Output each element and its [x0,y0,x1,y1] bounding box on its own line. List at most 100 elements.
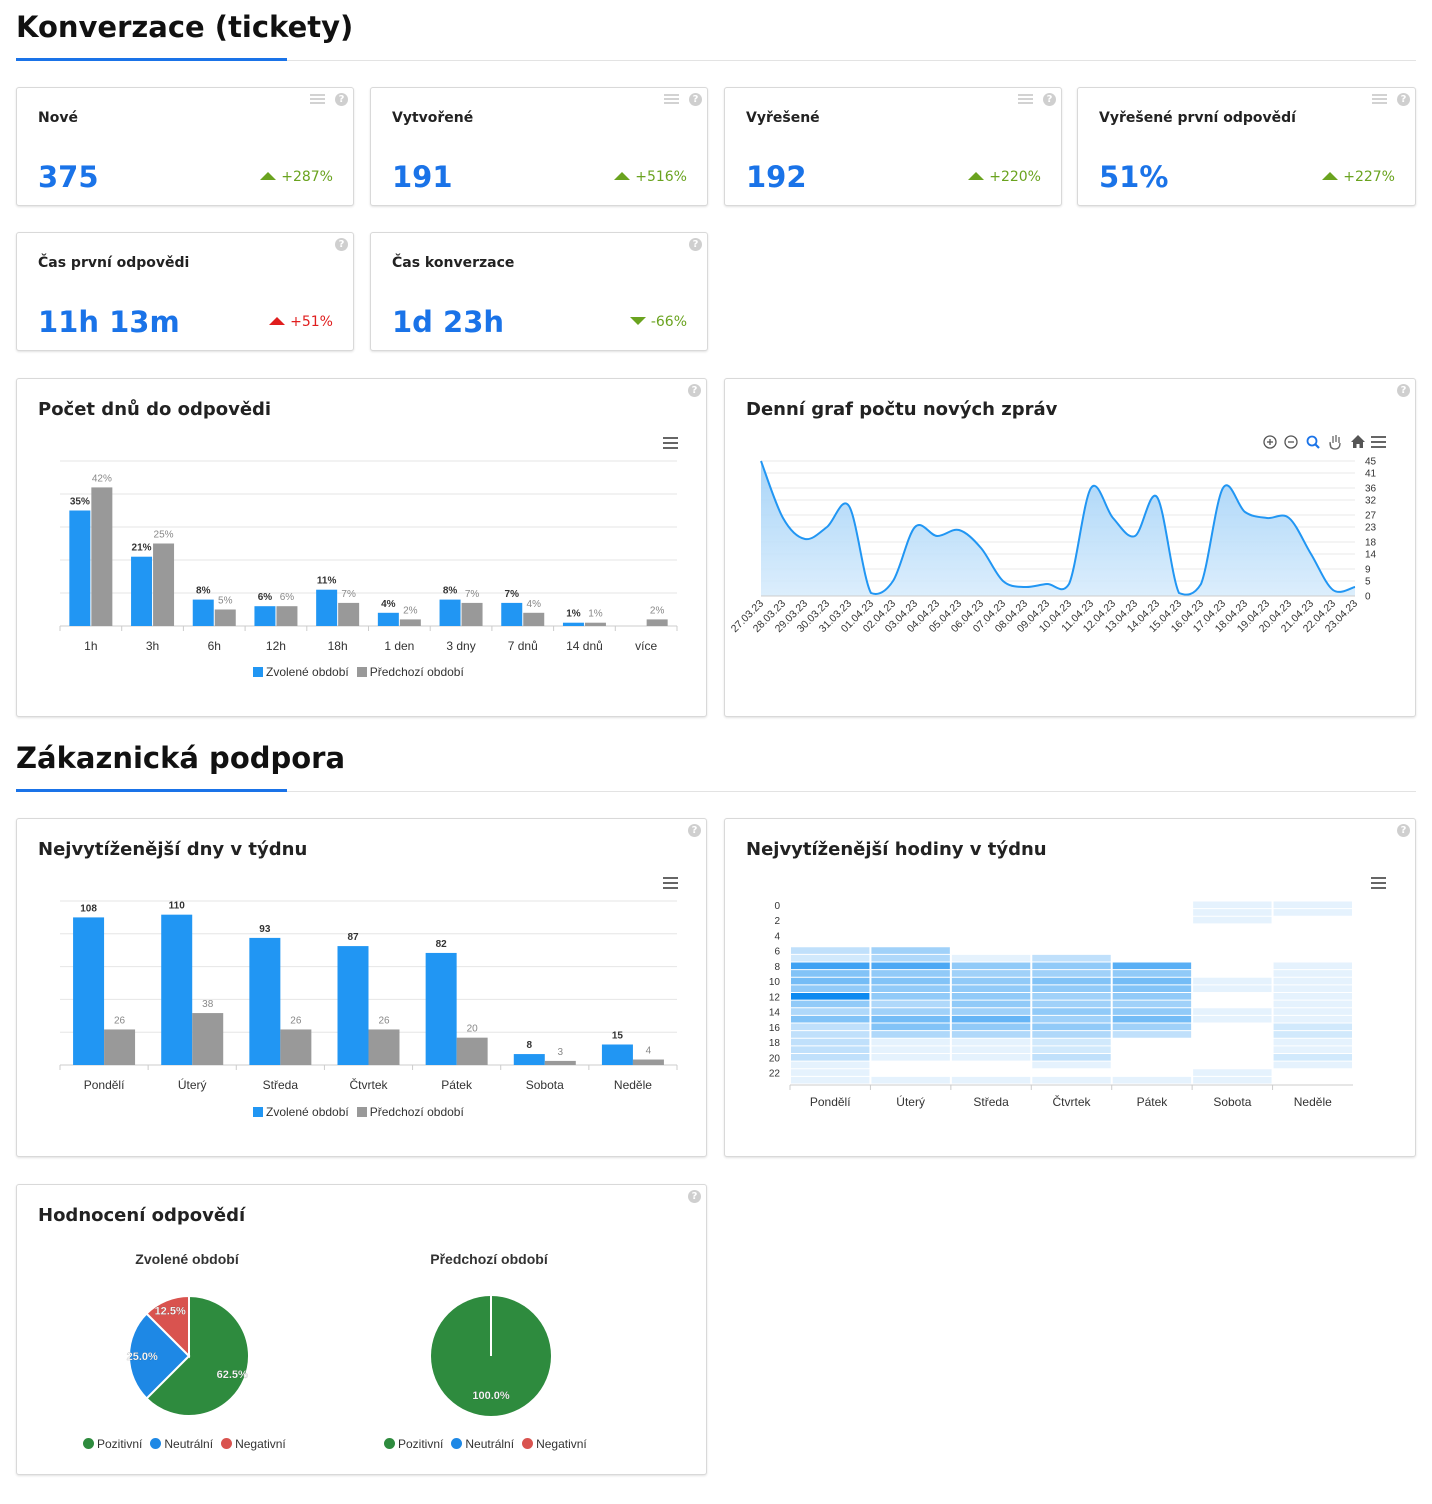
data-label: 108 [80,903,97,914]
kpi-card-first-response-resolved: ? Vyřešené první odpovědí 51% +227% [1077,87,1416,206]
legend-item[interactable]: Předchozí období [356,1105,464,1119]
question-circle-icon[interactable]: ? [688,1190,701,1203]
x-tick-label: Neděle [1294,1095,1332,1109]
pie-title: Zvolené období [135,1251,239,1267]
bar-previous [461,602,483,626]
zoom-out-icon[interactable] [1284,435,1298,449]
bar-previous [153,543,175,626]
x-tick-label: Úterý [896,1094,925,1109]
hamburger-menu-icon[interactable] [1371,436,1386,448]
question-circle-icon[interactable]: ? [335,238,348,251]
zoom-in-icon[interactable] [1263,435,1277,449]
heatmap-cell [951,993,1031,1000]
heatmap-cell [791,1015,870,1023]
heatmap-cell [1273,947,1352,954]
bar-previous [214,609,236,626]
question-circle-icon[interactable]: ? [1397,824,1410,837]
list-icon[interactable] [1018,94,1033,106]
heatmap-cell [1273,1015,1352,1023]
hamburger-menu-icon[interactable] [663,877,678,889]
heatmap-cell [791,909,870,916]
legend-item[interactable]: Předchozí období [356,665,464,679]
legend-label: Zvolené období [266,1105,349,1119]
heatmap-cell [791,1008,870,1015]
bar-previous [456,1037,488,1065]
pie-slice [145,1294,250,1417]
heatmap-cell [1273,924,1352,931]
heatmap-cell [1112,954,1192,962]
heatmap-cell [1273,901,1352,909]
hamburger-menu-icon[interactable] [663,437,678,449]
question-circle-icon[interactable]: ? [1043,93,1056,106]
kpi-delta: +516% [614,169,687,185]
heatmap-cell [871,970,950,977]
question-circle-icon[interactable]: ? [1397,384,1410,397]
slice-label: 62.5% [217,1369,248,1381]
bar-previous [338,602,360,626]
question-circle-icon[interactable]: ? [689,93,702,106]
legend-item[interactable]: Neutrální [451,1437,514,1451]
hamburger-menu-icon[interactable] [1371,877,1386,889]
magnifier-icon[interactable] [1306,435,1320,449]
heatmap-cell [1273,1008,1352,1015]
heatmap-cell [1193,985,1272,992]
panel-title: Počet dnů do odpovědi [38,399,272,420]
question-circle-icon[interactable]: ? [688,824,701,837]
y-tick-label: 23 [1365,523,1377,534]
x-tick-label: více [635,639,657,653]
heatmap-cell [1273,1069,1352,1076]
heatmap-cell [1112,1031,1192,1038]
home-icon[interactable] [1351,435,1365,448]
list-icon[interactable] [310,94,325,106]
bar-previous [192,1013,224,1065]
heatmap-cell [871,1023,950,1031]
legend-item[interactable]: Negativní [522,1437,587,1451]
panel-ratings: ? Hodnocení odpovědí Zvolené období Před… [16,1184,707,1475]
list-icon[interactable] [1372,94,1387,106]
heatmap-cell [951,909,1031,916]
legend-item[interactable]: Neutrální [150,1437,213,1451]
kpi-delta: +287% [260,169,333,185]
legend-item[interactable]: Negativní [221,1437,286,1451]
data-label: 11% [317,576,337,587]
heatmap-cell [1193,1000,1272,1008]
heatmap-cell [1193,977,1272,985]
question-circle-icon[interactable]: ? [689,238,702,251]
legend-item[interactable]: Pozitivní [83,1437,142,1451]
legend-swatch [356,667,367,677]
heatmap-cell [1273,993,1352,1000]
legend-label: Pozitivní [398,1437,444,1451]
heatmap-cell [1112,1061,1192,1069]
heatmap-cell [1112,1069,1192,1076]
heatmap-cell [1273,1038,1352,1046]
question-circle-icon[interactable]: ? [688,384,701,397]
kpi-delta-text: +51% [290,314,333,330]
legend-item[interactable]: Zvolené období [253,665,349,679]
response-days-chart: 35% 42% 1h 21%25% 3h 8% 5% 6h 6% 6% 12h 11% 7% 18h 4% 2… [59,460,678,653]
heatmap-cell [1032,939,1111,947]
legend-item[interactable]: Pozitivní [384,1437,443,1451]
x-tick-label: Úterý [178,1077,207,1092]
legend-label: Neutrální [465,1437,515,1451]
question-circle-icon[interactable]: ? [335,93,348,106]
kpi-delta-text: +287% [281,169,333,185]
question-circle-icon[interactable]: ? [1397,93,1410,106]
legend-dot [83,1438,94,1449]
heatmap-cell [1193,909,1272,916]
kpi-value: 375 [38,160,99,194]
x-tick-label: 18h [328,639,348,653]
heatmap-cell [1032,932,1111,939]
heatmap-cell [951,1031,1031,1038]
heatmap-cell [1193,932,1272,939]
pan-hand-icon[interactable] [1329,435,1341,450]
data-label: 35% [70,497,90,508]
pie-title: Předchozí období [430,1251,548,1267]
heatmap-cell [951,1015,1031,1023]
heatmap-cell [951,901,1031,909]
ratings-pie-charts: 62.5% 25.0% 12.5% 100.0% [126,1294,551,1417]
panel-response-days: ? Počet dnů do odpovědi 35% 42% 1h 21% 25% 3h… [16,378,707,717]
list-icon[interactable] [664,94,679,106]
legend-item[interactable]: Zvolené období [253,1105,349,1119]
kpi-label: Vyřešené [746,110,820,126]
chart-legend: Zvolené období Předchozí období [253,1105,472,1119]
